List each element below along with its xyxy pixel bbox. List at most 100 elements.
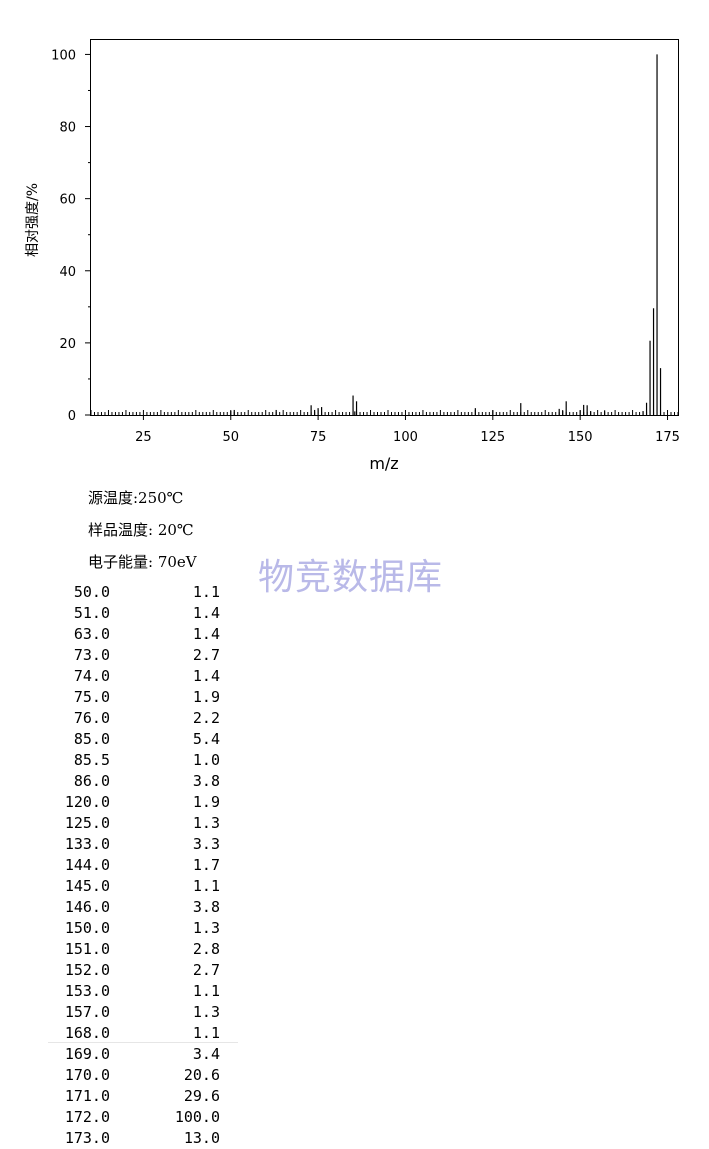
peak-mz: 168.0 — [64, 1024, 110, 1042]
spectrum-bars — [230, 54, 662, 415]
peak-intensity: 3.8 — [192, 898, 220, 916]
peak-row: 150.0 1.3 — [48, 918, 238, 939]
peak-mz: 63.0 — [73, 625, 110, 643]
peak-row: 172.0 100.0 — [48, 1107, 238, 1128]
peak-row: 151.0 2.8 — [48, 939, 238, 960]
peak-row: 63.0 1.4 — [48, 624, 238, 645]
peak-intensity: 1.1 — [192, 982, 220, 1000]
peak-mz: 75.0 — [73, 688, 110, 706]
peak-row: 86.0 3.8 — [48, 771, 238, 792]
peak-mz: 170.0 — [64, 1066, 110, 1084]
y-tick-label: 100 — [51, 48, 76, 63]
x-tick-label: 175 — [655, 430, 680, 445]
peak-row: 144.0 1.7 — [48, 855, 238, 876]
sample-temperature: 样品温度: 20℃ — [88, 521, 194, 539]
peak-intensity: 3.3 — [192, 835, 220, 853]
peak-mz: 169.0 — [64, 1045, 110, 1063]
peak-mz: 85.5 — [73, 751, 110, 769]
peak-row: 50.0 1.1 — [48, 582, 238, 603]
x-axis-ticks: 25 50 75 100 125 150 175 — [135, 415, 680, 445]
peak-intensity: 2.8 — [192, 940, 220, 958]
peak-mz: 144.0 — [64, 856, 110, 874]
y-tick-label: 0 — [68, 409, 76, 424]
peak-mz: 125.0 — [64, 814, 110, 832]
peak-mz: 146.0 — [64, 898, 110, 916]
peak-mz: 157.0 — [64, 1003, 110, 1021]
peak-intensity: 2.2 — [192, 709, 220, 727]
measurement-conditions: 源温度:250℃ 样品温度: 20℃ 电子能量: 70eV — [88, 482, 197, 578]
peak-mz: 173.0 — [64, 1129, 110, 1147]
peak-mz: 120.0 — [64, 793, 110, 811]
peak-mz: 151.0 — [64, 940, 110, 958]
peak-intensity: 2.7 — [192, 646, 220, 664]
electron-energy: 电子能量: 70eV — [88, 553, 197, 571]
peak-intensity: 1.3 — [192, 919, 220, 937]
peak-mz: 51.0 — [73, 604, 110, 622]
y-tick-label: 40 — [59, 265, 76, 280]
mass-spectrum-chart: 25 50 75 100 125 150 175 0 20 40 60 80 100 m/z 相对强度… — [25, 39, 680, 473]
peak-intensity: 1.9 — [192, 688, 220, 706]
peak-row: 153.0 1.1 — [48, 981, 238, 1002]
peak-intensity: 1.4 — [192, 625, 220, 643]
peak-intensity: 1.4 — [192, 604, 220, 622]
y-axis-ticks: 0 20 40 60 80 100 — [51, 48, 91, 424]
y-tick-label: 80 — [59, 121, 76, 136]
x-minor-ticks — [90, 410, 679, 415]
peak-row: 85.0 5.4 — [48, 729, 238, 750]
table-divider — [48, 1042, 238, 1043]
peak-row: 85.5 1.0 — [48, 750, 238, 771]
peak-table: 50.0 1.1 51.0 1.4 63.0 1.4 73.0 2.7 74.0 1.4 75.0 1… — [48, 582, 238, 1149]
peak-mz: 171.0 — [64, 1087, 110, 1105]
peak-intensity: 1.7 — [192, 856, 220, 874]
peak-row: 170.0 20.6 — [48, 1065, 238, 1086]
x-tick-label: 125 — [480, 430, 505, 445]
peak-intensity: 1.1 — [192, 877, 220, 895]
peak-mz: 76.0 — [73, 709, 110, 727]
y-tick-label: 60 — [59, 193, 76, 208]
peak-row: 152.0 2.7 — [48, 960, 238, 981]
x-tick-label: 150 — [568, 430, 593, 445]
peak-intensity: 5.4 — [192, 730, 220, 748]
peak-intensity: 3.4 — [192, 1045, 220, 1063]
peak-intensity: 1.0 — [192, 751, 220, 769]
peak-row: 146.0 3.8 — [48, 897, 238, 918]
peak-mz: 172.0 — [64, 1108, 110, 1126]
peak-row: 145.0 1.1 — [48, 876, 238, 897]
peak-intensity: 100.0 — [174, 1108, 220, 1126]
peak-intensity: 1.1 — [192, 1024, 220, 1042]
peak-mz: 152.0 — [64, 961, 110, 979]
peak-row: 73.0 2.7 — [48, 645, 238, 666]
peak-mz: 73.0 — [73, 646, 110, 664]
watermark: 物竞数据库 — [258, 557, 444, 598]
peak-row: 125.0 1.3 — [48, 813, 238, 834]
x-tick-label: 25 — [135, 430, 152, 445]
peak-row: 133.0 3.3 — [48, 834, 238, 855]
x-tick-label: 50 — [222, 430, 239, 445]
peak-mz: 153.0 — [64, 982, 110, 1000]
plot-frame — [90, 39, 679, 416]
peak-row: 75.0 1.9 — [48, 687, 238, 708]
x-tick-label: 75 — [310, 430, 327, 445]
peak-intensity: 3.8 — [192, 772, 220, 790]
peak-row: 173.0 13.0 — [48, 1128, 238, 1149]
peak-row: 120.0 1.9 — [48, 792, 238, 813]
peak-mz: 150.0 — [64, 919, 110, 937]
peak-intensity: 1.3 — [192, 814, 220, 832]
peak-row: 168.0 1.1 — [48, 1023, 238, 1044]
peak-mz: 50.0 — [73, 583, 110, 601]
peak-mz: 145.0 — [64, 877, 110, 895]
peak-row: 76.0 2.2 — [48, 708, 238, 729]
peak-mz: 85.0 — [73, 730, 110, 748]
peak-intensity: 29.6 — [183, 1087, 220, 1105]
peak-row: 169.0 3.4 — [48, 1044, 238, 1065]
peak-intensity: 2.7 — [192, 961, 220, 979]
y-tick-label: 20 — [59, 337, 76, 352]
peak-row: 51.0 1.4 — [48, 603, 238, 624]
peak-row: 74.0 1.4 — [48, 666, 238, 687]
peak-intensity: 13.0 — [183, 1129, 220, 1147]
peak-mz: 133.0 — [64, 835, 110, 853]
peak-mz: 74.0 — [73, 667, 110, 685]
peak-intensity: 1.1 — [192, 583, 220, 601]
peak-intensity: 1.4 — [192, 667, 220, 685]
y-axis-title: 相对强度/% — [25, 183, 41, 257]
